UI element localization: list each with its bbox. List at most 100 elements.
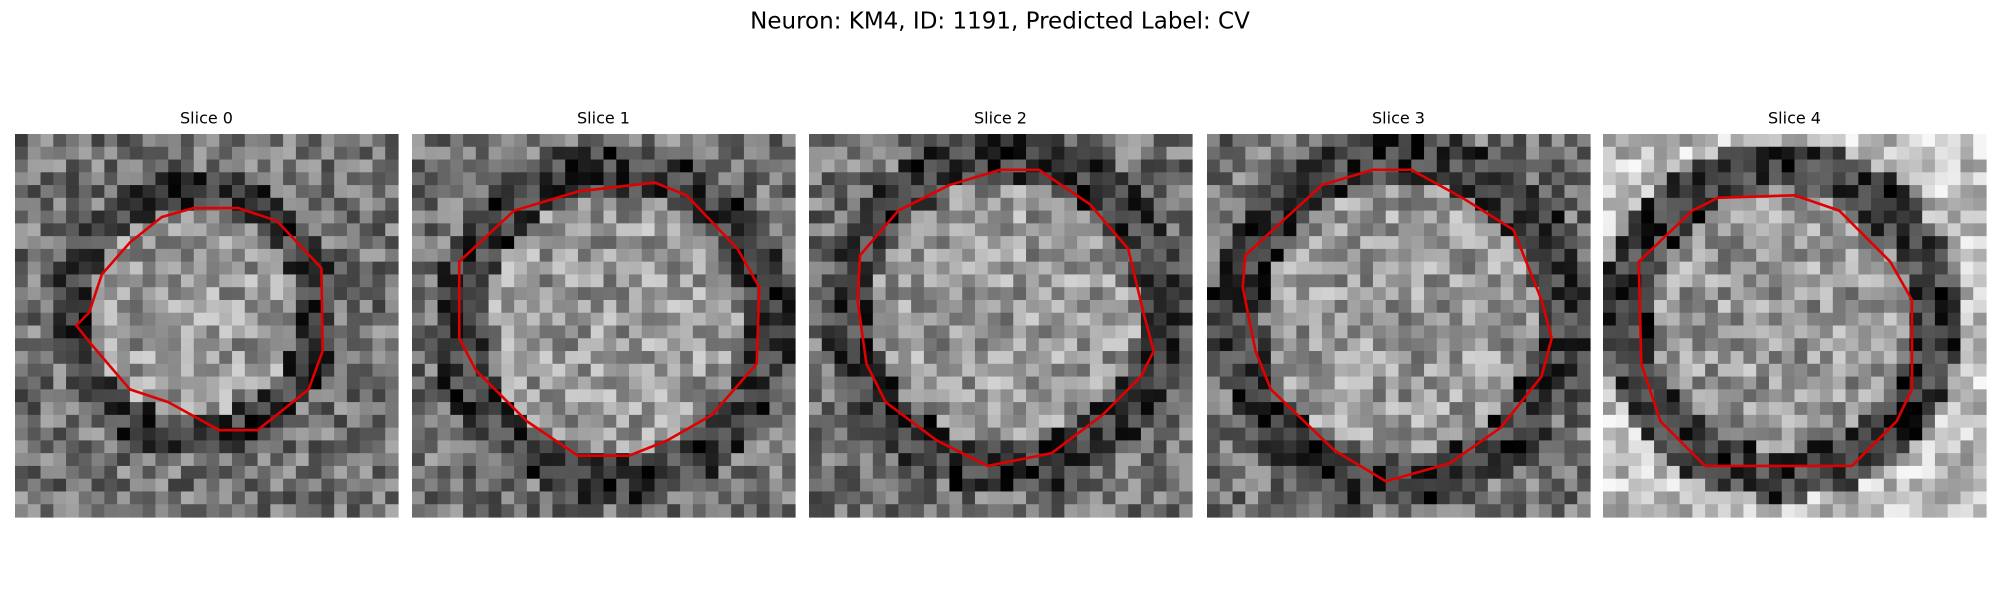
pixel (437, 159, 451, 173)
pixel (680, 287, 694, 301)
pixel (334, 351, 348, 365)
pixel (565, 261, 579, 276)
pixel (424, 236, 439, 250)
pixel (565, 172, 579, 186)
pixel (1551, 236, 1566, 250)
pixel (346, 453, 361, 467)
pixel (1360, 197, 1374, 212)
pixel (911, 274, 925, 288)
pixel (1347, 491, 1361, 505)
pixel (1475, 210, 1489, 224)
pixel (923, 287, 938, 301)
pixel (1064, 248, 1078, 263)
pixel (552, 491, 566, 505)
pixel (475, 236, 490, 250)
pixel (847, 478, 861, 493)
pixel (206, 236, 220, 250)
pixel (1896, 491, 1910, 505)
pixel (1934, 159, 1949, 173)
pixel (514, 504, 528, 518)
pixel (1794, 414, 1808, 429)
pixel (1807, 491, 1821, 505)
pixel (616, 248, 630, 263)
pixel (1398, 197, 1412, 212)
pixel (1411, 363, 1425, 378)
pixel (437, 402, 451, 416)
pixel (1424, 363, 1438, 378)
pixel (1654, 478, 1668, 493)
pixel (437, 440, 451, 454)
pixel (1654, 261, 1668, 276)
pixel (206, 389, 220, 403)
pixel (1743, 453, 1757, 467)
pixel (1128, 389, 1142, 403)
pixel (1615, 440, 1630, 454)
pixel (1858, 389, 1872, 403)
pixel (1102, 478, 1116, 493)
pixel (424, 299, 439, 314)
pixel (1909, 427, 1923, 441)
pixel (1909, 478, 1923, 493)
pixel (1283, 248, 1297, 263)
pixel (1372, 376, 1387, 390)
pixel (641, 197, 656, 212)
pixel (1781, 223, 1796, 237)
pixel (1743, 363, 1757, 378)
pixel (385, 504, 399, 518)
pixel (1475, 159, 1489, 173)
pixel (1309, 465, 1323, 480)
pixel (142, 197, 157, 212)
pixel (385, 185, 399, 199)
pixel (809, 146, 823, 161)
pixel (1871, 325, 1885, 339)
pixel (911, 146, 925, 161)
pixel (66, 504, 80, 518)
pixel (629, 414, 643, 429)
pixel (1896, 414, 1910, 429)
pixel (1832, 185, 1847, 199)
pixel (1641, 185, 1655, 199)
pixel (193, 504, 208, 518)
pixel (1232, 223, 1246, 237)
pixel (577, 248, 592, 263)
pixel (27, 338, 42, 352)
pixel (1270, 287, 1285, 301)
pixel (974, 376, 989, 390)
pixel (743, 223, 758, 237)
pixel (782, 197, 796, 212)
pixel (180, 351, 195, 365)
pixel (1038, 312, 1053, 327)
pixel (1115, 325, 1129, 339)
pixel (692, 453, 707, 467)
pixel (1179, 351, 1193, 365)
pixel (91, 414, 105, 429)
pixel (847, 159, 861, 173)
pixel (1526, 236, 1540, 250)
pixel (1615, 185, 1630, 199)
pixel (1845, 402, 1859, 416)
pixel (1781, 491, 1796, 505)
pixel (1615, 491, 1630, 505)
pixel (1756, 427, 1770, 441)
pixel (1166, 453, 1180, 467)
pixel (629, 287, 643, 301)
pixel (514, 185, 528, 199)
pixel (590, 274, 605, 288)
pixel (501, 274, 515, 288)
pixel (1577, 261, 1591, 276)
pixel (450, 478, 464, 493)
pixel (923, 210, 938, 224)
pixel (667, 402, 681, 416)
pixel (270, 504, 284, 518)
pixel (257, 453, 271, 467)
pixel (412, 274, 426, 288)
pixel (463, 414, 477, 429)
pixel (667, 491, 681, 505)
pixel (1232, 299, 1246, 314)
pixel (219, 134, 233, 148)
pixel (847, 185, 861, 199)
pixel (526, 389, 541, 403)
pixel (168, 389, 182, 403)
pixel (1845, 351, 1859, 365)
pixel (1334, 210, 1349, 224)
